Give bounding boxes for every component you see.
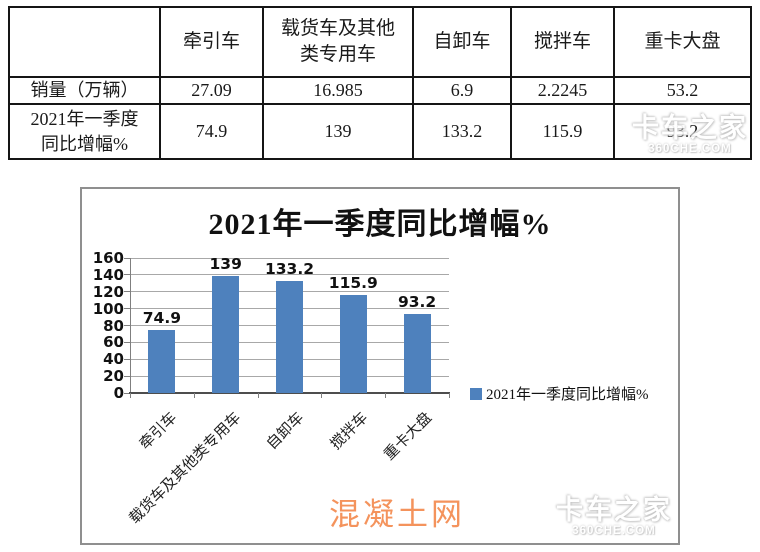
x-axis-label-4: 重卡大盘 xyxy=(381,409,436,464)
y-axis-label-160: 160 xyxy=(92,249,124,267)
bar-重卡大盘 xyxy=(403,314,431,393)
chart-title: 2021年一季度同比增幅% xyxy=(208,208,552,241)
gridline-140 xyxy=(130,274,449,276)
y-tick-120 xyxy=(124,291,130,293)
cell-sales-tractor: 27.09 xyxy=(159,76,264,105)
chart-legend: 2021年一季度同比增幅% xyxy=(470,383,649,404)
x-tick-1 xyxy=(193,393,195,398)
bar-自卸车 xyxy=(276,280,303,393)
y-axis-label-60: 60 xyxy=(103,333,124,352)
x-axis-line xyxy=(129,392,450,394)
cell-growth-tractor: 74.9 xyxy=(159,103,264,160)
bar-value-label-1: 139 xyxy=(209,254,242,273)
y-tick-80 xyxy=(124,325,130,326)
bar-value-label-3: 115.9 xyxy=(328,274,378,293)
y-axis-label-120: 120 xyxy=(92,282,124,301)
y-axis-label-140: 140 xyxy=(92,265,124,284)
growth-bar-chart: 2021年一季度同比增幅% 2021年一季度同比增幅% 混凝土网 卡车之家 36… xyxy=(80,187,680,545)
x-axis-label-0: 牵引车 xyxy=(136,409,181,453)
sales-table: 牵引车 载货车及其他 类专用车 自卸车 搅拌车 重卡大盘 销量（万辆） 27.0… xyxy=(8,6,752,160)
row-label-growth: 2021年一季度 同比增幅% xyxy=(8,103,161,160)
cell-sales-market: 53.2 xyxy=(613,76,752,105)
row-label-sales: 销量（万辆） xyxy=(8,76,161,105)
y-tick-160 xyxy=(124,257,130,259)
bar-value-label-4: 93.2 xyxy=(397,293,437,312)
x-axis-label-3: 搅拌车 xyxy=(328,409,372,453)
x-axis-label-2: 自卸车 xyxy=(264,409,308,453)
x-tick-4 xyxy=(385,393,387,398)
y-tick-0 xyxy=(124,392,130,394)
truckhome-url-text: 360CHE.COM xyxy=(572,525,656,537)
y-axis-line xyxy=(130,258,131,393)
table-row-sales: 销量（万辆） 27.09 16.985 6.9 2.2245 53.2 xyxy=(8,76,752,105)
legend-label: 2021年一季度同比增幅% xyxy=(486,387,649,403)
corner-cell xyxy=(8,6,161,78)
table-header-row: 牵引车 载货车及其他 类专用车 自卸车 搅拌车 重卡大盘 xyxy=(8,6,752,78)
x-tick-5 xyxy=(449,393,450,398)
y-axis-label-20: 20 xyxy=(103,367,124,386)
y-axis-label-40: 40 xyxy=(103,350,124,369)
cell-growth-mixer: 115.9 xyxy=(510,103,615,160)
bar-搅拌车 xyxy=(339,295,367,393)
truckhome-watermark-chart: 卡车之家 360CHE.COM xyxy=(556,488,672,537)
cell-sales-cargo: 16.985 xyxy=(262,76,414,105)
col-header-tractor: 牵引车 xyxy=(159,6,264,78)
x-axis-label-1: 载货车及其他类专用车 xyxy=(126,409,244,528)
bar-value-label-2: 133.2 xyxy=(264,259,315,278)
y-axis-label-80: 80 xyxy=(103,316,124,335)
cell-sales-dump: 6.9 xyxy=(412,76,512,105)
gridline-160 xyxy=(130,257,449,259)
y-tick-40 xyxy=(124,358,130,360)
y-tick-100 xyxy=(124,308,130,310)
bar-牵引车 xyxy=(148,329,176,393)
y-axis-label-0: 0 xyxy=(113,384,124,402)
legend-swatch-icon xyxy=(470,387,482,400)
col-header-market: 重卡大盘 xyxy=(613,6,752,78)
cell-sales-mixer: 2.2245 xyxy=(510,76,615,105)
concrete-net-watermark: 混凝土网 xyxy=(329,497,465,532)
cell-growth-cargo: 139 xyxy=(262,103,414,160)
bar-value-label-0: 74.9 xyxy=(142,308,182,327)
bar-载货车及其他类专用车 xyxy=(212,275,240,393)
x-tick-2 xyxy=(257,393,259,398)
cell-growth-dump: 133.2 xyxy=(412,103,512,160)
truckhome-logo-text: 卡车之家 xyxy=(556,495,672,525)
col-header-cargo: 载货车及其他 类专用车 xyxy=(262,6,414,78)
y-tick-140 xyxy=(124,274,130,276)
y-axis-label-100: 100 xyxy=(92,299,124,318)
col-header-dump: 自卸车 xyxy=(412,6,512,78)
x-tick-3 xyxy=(321,393,323,398)
cell-growth-market: 93.2 xyxy=(613,103,752,160)
table-row-growth: 2021年一季度 同比增幅% 74.9 139 133.2 115.9 93.2 xyxy=(8,103,752,160)
col-header-mixer: 搅拌车 xyxy=(510,6,615,78)
y-tick-60 xyxy=(124,341,130,343)
y-tick-20 xyxy=(124,375,130,377)
x-tick-0 xyxy=(130,393,131,398)
